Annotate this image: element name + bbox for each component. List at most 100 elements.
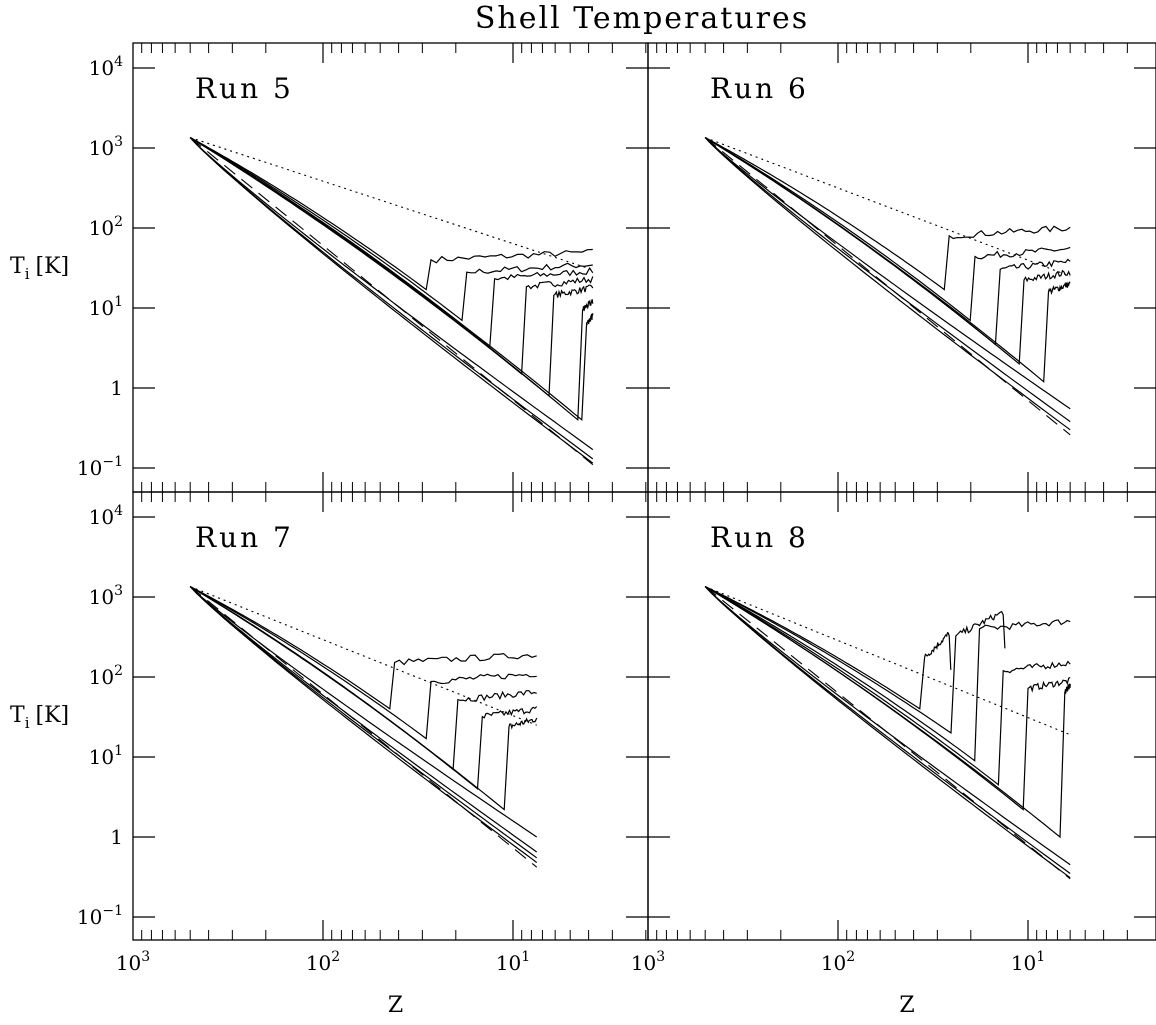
- x-tick-exp: 1: [1036, 949, 1045, 965]
- y-tick-exp: 3: [114, 134, 123, 150]
- shell-curve-1: [189, 586, 537, 710]
- chart-title: Shell Temperatures: [475, 1, 809, 36]
- y-tick-base: 1: [110, 825, 123, 849]
- shell-curve-7: [189, 137, 594, 422]
- y-tick-exp: −1: [102, 903, 123, 919]
- y-tick-base: 1: [110, 376, 123, 400]
- y-tick-exp: 3: [114, 583, 123, 599]
- x-tick-base: 10: [821, 951, 846, 975]
- y-axis-label: Ti [K]: [10, 254, 69, 283]
- y-axis-label-unit: [K]: [36, 254, 70, 279]
- shell-curve-6: [704, 586, 1071, 839]
- shell-curve-6: [704, 137, 1071, 410]
- y-tick-label: 103: [89, 583, 123, 609]
- x-axis-label: Z: [388, 993, 403, 1018]
- shell-curve-3: [189, 586, 537, 771]
- x-tick-base: 10: [116, 951, 141, 975]
- shell-curve-10: [189, 137, 594, 464]
- y-tick-label: 104: [89, 503, 123, 529]
- run-label: Run 6: [710, 72, 809, 105]
- shell-curve-2: [189, 137, 593, 322]
- dotted-reference-line: [705, 137, 1071, 277]
- y-tick-base: 10: [89, 585, 114, 609]
- y-tick-base: 10: [89, 505, 114, 529]
- shell-curve-9: [704, 586, 1071, 879]
- panel-frame: [647, 491, 1156, 941]
- shell-curve-8: [704, 137, 1071, 431]
- x-tick-label: 101: [496, 949, 530, 975]
- shell-curve-7: [704, 586, 1071, 866]
- shell-curve-3: [704, 586, 1071, 762]
- dashed-reference-line: [189, 586, 538, 868]
- y-axis-label-unit: [K]: [36, 703, 70, 728]
- y-tick-label: 103: [89, 134, 123, 160]
- x-tick-label: 102: [306, 949, 340, 975]
- shell-curve-9: [189, 586, 538, 863]
- x-tick-label: 103: [631, 949, 665, 975]
- y-axis-label-sub: i: [25, 714, 30, 732]
- shell-curve-5: [704, 137, 1071, 383]
- shell-curve-4: [189, 586, 538, 790]
- y-tick-label: 102: [89, 214, 123, 240]
- x-tick-exp: 2: [331, 949, 340, 965]
- x-tick-base: 10: [306, 951, 331, 975]
- shell-curve-2: [189, 586, 537, 740]
- dashed-reference-line: [704, 137, 1071, 436]
- shell-curve-3: [189, 137, 594, 348]
- x-tick-label: 102: [821, 949, 855, 975]
- y-tick-label: 104: [89, 54, 123, 80]
- run-label: Run 5: [195, 72, 294, 105]
- panel-frame: [132, 491, 649, 941]
- run-label: Run 7: [195, 521, 294, 554]
- y-tick-label: 10−1: [77, 454, 123, 480]
- y-tick-exp: −1: [102, 454, 123, 470]
- y-axis-label-sub: i: [25, 265, 30, 283]
- y-tick-label: 1: [110, 825, 123, 849]
- shell-curve-2: [704, 586, 1006, 734]
- shell-curve-1: [189, 137, 593, 291]
- y-tick-base: 10: [77, 456, 102, 480]
- y-tick-base: 10: [77, 905, 102, 929]
- x-tick-exp: 3: [141, 949, 150, 965]
- x-tick-label: 101: [1011, 949, 1045, 975]
- y-axis-label-T: T: [10, 254, 25, 279]
- y-tick-label: 101: [89, 743, 123, 769]
- y-tick-exp: 1: [114, 294, 123, 310]
- dotted-reference-line: [704, 586, 1071, 736]
- x-tick-label: 103: [116, 949, 150, 975]
- y-tick-exp: 4: [114, 503, 123, 519]
- y-tick-exp: 1: [114, 743, 123, 759]
- x-tick-exp: 2: [846, 949, 855, 965]
- x-tick-base: 10: [496, 951, 521, 975]
- y-tick-base: 10: [89, 296, 114, 320]
- y-axis-label-T: T: [10, 703, 25, 728]
- x-tick-exp: 1: [521, 949, 530, 965]
- shell-curve-8: [704, 586, 1071, 874]
- y-axis-label: Ti [K]: [10, 703, 69, 732]
- dotted-reference-line: [190, 137, 594, 271]
- shell-curve-7: [704, 137, 1071, 423]
- y-tick-exp: 4: [114, 54, 123, 70]
- y-tick-label: 102: [89, 663, 123, 689]
- y-tick-base: 10: [89, 136, 114, 160]
- shell-curve-8: [189, 137, 594, 451]
- y-tick-label: 1: [110, 376, 123, 400]
- run-label: Run 8: [710, 521, 809, 554]
- x-tick-base: 10: [1011, 951, 1036, 975]
- shell-curve-8: [189, 586, 538, 859]
- y-tick-base: 10: [89, 665, 114, 689]
- shell-curve-9: [189, 137, 594, 460]
- shell-curve-2: [704, 137, 1071, 322]
- y-tick-exp: 2: [114, 214, 123, 230]
- shell-curve-6: [189, 137, 594, 422]
- y-tick-label: 101: [89, 294, 123, 320]
- x-tick-base: 10: [631, 951, 656, 975]
- y-tick-base: 10: [89, 745, 114, 769]
- panel-2: Run 6: [647, 42, 1156, 493]
- y-tick-label: 10−1: [77, 903, 123, 929]
- shell-curve-1: [704, 137, 1071, 291]
